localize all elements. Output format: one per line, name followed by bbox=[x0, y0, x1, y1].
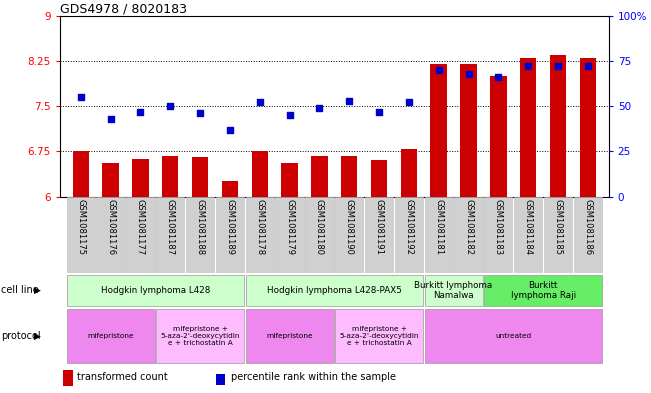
Bar bbox=[192, 157, 208, 196]
Bar bbox=[245, 196, 274, 273]
Point bbox=[434, 67, 444, 73]
Text: GSM1081190: GSM1081190 bbox=[344, 199, 353, 255]
Bar bbox=[579, 58, 596, 196]
Text: GSM1081186: GSM1081186 bbox=[583, 199, 592, 255]
Point bbox=[284, 112, 295, 118]
Bar bbox=[430, 64, 447, 196]
Bar bbox=[520, 58, 536, 196]
Bar bbox=[156, 196, 184, 273]
Text: GSM1081187: GSM1081187 bbox=[166, 199, 174, 255]
Point bbox=[76, 94, 86, 100]
Point bbox=[523, 63, 533, 70]
Bar bbox=[424, 309, 602, 363]
Bar bbox=[484, 275, 602, 306]
Bar bbox=[66, 196, 95, 273]
Bar bbox=[215, 196, 244, 273]
Bar bbox=[156, 309, 244, 363]
Bar bbox=[550, 55, 566, 196]
Text: Hodgkin lymphoma L428: Hodgkin lymphoma L428 bbox=[101, 286, 210, 295]
Bar bbox=[335, 309, 423, 363]
Bar bbox=[66, 275, 244, 306]
Text: GSM1081189: GSM1081189 bbox=[225, 199, 234, 255]
Bar bbox=[281, 163, 298, 196]
Bar bbox=[66, 309, 154, 363]
Bar bbox=[490, 76, 506, 196]
Bar bbox=[341, 156, 357, 196]
Text: GSM1081191: GSM1081191 bbox=[374, 199, 383, 255]
Bar bbox=[216, 374, 225, 384]
Bar bbox=[245, 275, 423, 306]
Bar bbox=[460, 64, 477, 196]
Text: protocol: protocol bbox=[1, 331, 41, 341]
Text: GSM1081183: GSM1081183 bbox=[494, 199, 503, 255]
Bar bbox=[335, 196, 363, 273]
Bar bbox=[514, 196, 542, 273]
Point bbox=[583, 63, 593, 70]
Text: Hodgkin lymphoma L428-PAX5: Hodgkin lymphoma L428-PAX5 bbox=[267, 286, 402, 295]
Bar bbox=[222, 182, 238, 196]
Point bbox=[255, 99, 265, 106]
Text: Burkitt lymphoma
Namalwa: Burkitt lymphoma Namalwa bbox=[415, 281, 493, 300]
Text: mifepristone: mifepristone bbox=[87, 333, 134, 339]
Point bbox=[135, 108, 146, 115]
Text: GSM1081181: GSM1081181 bbox=[434, 199, 443, 255]
Text: cell line: cell line bbox=[1, 285, 39, 296]
Text: GSM1081185: GSM1081185 bbox=[553, 199, 562, 255]
Bar bbox=[96, 196, 125, 273]
Text: GDS4978 / 8020183: GDS4978 / 8020183 bbox=[60, 3, 187, 16]
Text: GSM1081177: GSM1081177 bbox=[136, 199, 145, 255]
Point bbox=[404, 99, 414, 106]
Bar bbox=[484, 196, 512, 273]
Text: ▶: ▶ bbox=[34, 332, 41, 341]
Point bbox=[195, 110, 205, 116]
Text: untreated: untreated bbox=[495, 333, 531, 339]
Bar bbox=[574, 196, 602, 273]
Bar bbox=[72, 151, 89, 196]
Text: GSM1081188: GSM1081188 bbox=[195, 199, 204, 255]
Bar bbox=[126, 196, 154, 273]
Bar bbox=[454, 196, 482, 273]
Text: GSM1081176: GSM1081176 bbox=[106, 199, 115, 255]
Point bbox=[464, 70, 474, 77]
Bar bbox=[162, 156, 178, 196]
Bar bbox=[544, 196, 572, 273]
Text: mifepristone +
5-aza-2'-deoxycytidin
e + trichostatin A: mifepristone + 5-aza-2'-deoxycytidin e +… bbox=[160, 326, 240, 346]
Bar bbox=[424, 275, 482, 306]
Point bbox=[374, 108, 384, 115]
Text: mifepristone: mifepristone bbox=[266, 333, 312, 339]
Point bbox=[493, 74, 503, 80]
Text: transformed count: transformed count bbox=[77, 373, 168, 382]
Point bbox=[314, 105, 325, 111]
Point bbox=[165, 103, 176, 109]
Bar bbox=[371, 160, 387, 196]
Text: mifepristone +
5-aza-2'-deoxycytidin
e + trichostatin A: mifepristone + 5-aza-2'-deoxycytidin e +… bbox=[339, 326, 419, 346]
Bar bbox=[132, 159, 148, 196]
Point bbox=[105, 116, 116, 122]
Bar bbox=[186, 196, 214, 273]
Bar bbox=[365, 196, 393, 273]
Bar bbox=[275, 196, 304, 273]
Point bbox=[553, 63, 563, 70]
Bar bbox=[424, 196, 453, 273]
Text: GSM1081182: GSM1081182 bbox=[464, 199, 473, 255]
Point bbox=[344, 97, 354, 104]
Text: ▶: ▶ bbox=[34, 286, 41, 295]
Bar bbox=[245, 309, 333, 363]
Bar bbox=[400, 149, 417, 196]
Text: Burkitt
lymphoma Raji: Burkitt lymphoma Raji bbox=[510, 281, 575, 300]
Text: percentile rank within the sample: percentile rank within the sample bbox=[231, 373, 396, 382]
Bar bbox=[251, 151, 268, 196]
Bar bbox=[102, 163, 118, 196]
Bar bbox=[62, 370, 72, 386]
Point bbox=[225, 127, 235, 133]
Bar bbox=[305, 196, 333, 273]
Text: GSM1081184: GSM1081184 bbox=[523, 199, 533, 255]
Text: GSM1081178: GSM1081178 bbox=[255, 199, 264, 255]
Text: GSM1081180: GSM1081180 bbox=[315, 199, 324, 255]
Text: GSM1081179: GSM1081179 bbox=[285, 199, 294, 255]
Bar bbox=[395, 196, 423, 273]
Bar bbox=[311, 156, 327, 196]
Text: GSM1081192: GSM1081192 bbox=[404, 199, 413, 255]
Text: GSM1081175: GSM1081175 bbox=[76, 199, 85, 255]
